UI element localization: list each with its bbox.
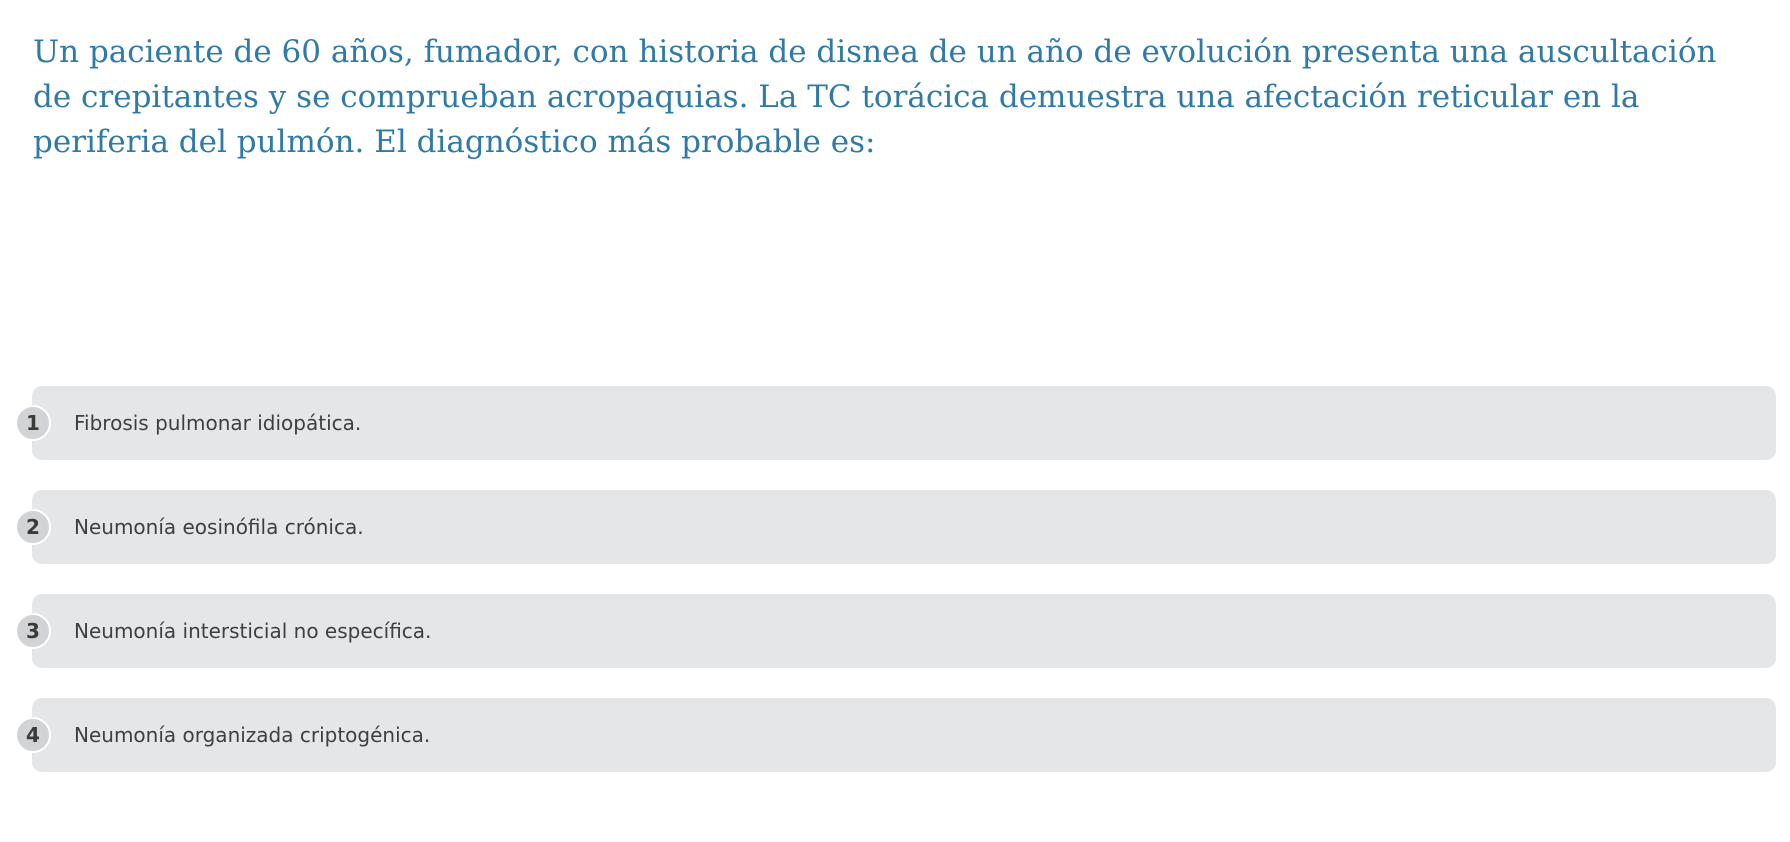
- question-text: Un paciente de 60 años, fumador, con his…: [33, 34, 1717, 160]
- answer-option-1[interactable]: 1 Fibrosis pulmonar idiopática.: [15, 386, 1776, 460]
- option-label: Neumonía intersticial no específica.: [74, 619, 432, 643]
- answer-option-4[interactable]: 4 Neumonía organizada criptogénica.: [15, 698, 1776, 772]
- answer-option-2[interactable]: 2 Neumonía eosinófila crónica.: [15, 490, 1776, 564]
- answer-option-3[interactable]: 3 Neumonía intersticial no específica.: [15, 594, 1776, 668]
- option-number-badge: 1: [15, 405, 51, 441]
- option-number-badge: 4: [15, 717, 51, 753]
- answer-options: 1 Fibrosis pulmonar idiopática. 2 Neumon…: [0, 386, 1790, 802]
- option-label: Fibrosis pulmonar idiopática.: [74, 411, 362, 435]
- option-number-badge: 3: [15, 613, 51, 649]
- option-number-badge: 2: [15, 509, 51, 545]
- option-label: Neumonía organizada criptogénica.: [74, 723, 431, 747]
- option-label: Neumonía eosinófila crónica.: [74, 515, 364, 539]
